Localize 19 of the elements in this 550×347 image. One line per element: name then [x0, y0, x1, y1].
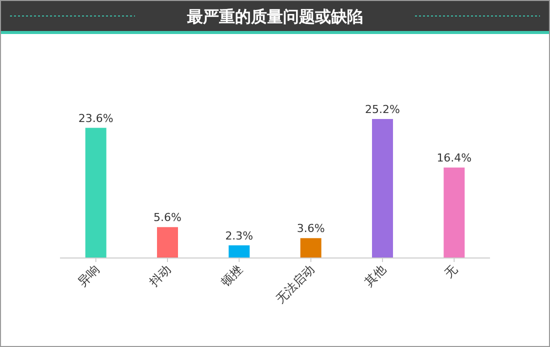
chart-title: 最严重的质量问题或缺陷 [186, 7, 363, 26]
data-label: 2.3% [225, 229, 254, 242]
data-label: 5.6% [154, 211, 182, 224]
x-tick-label: 顿挫 [218, 262, 246, 290]
x-tick-label: 无 [442, 262, 460, 281]
x-tick-label: 抖动 [146, 262, 174, 290]
bar [372, 119, 393, 258]
data-label: 23.6% [78, 112, 114, 125]
x-tick-label: 其他 [362, 262, 389, 290]
data-label: 25.2% [365, 103, 400, 116]
bar [444, 168, 465, 258]
x-tick-label: 无法启动 [273, 262, 317, 306]
x-tick-label: 异响 [75, 262, 102, 290]
bar [228, 245, 250, 258]
bar [85, 128, 106, 258]
bar [157, 227, 178, 258]
data-label: 16.4% [436, 152, 472, 165]
bar [300, 238, 322, 258]
data-label: 3.6% [296, 222, 325, 236]
